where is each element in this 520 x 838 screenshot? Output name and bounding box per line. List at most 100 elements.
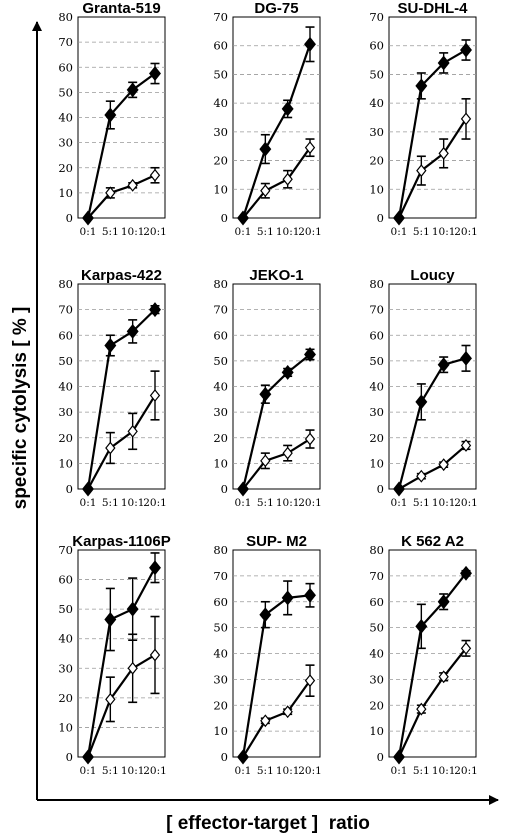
data-point-filled [304, 347, 316, 362]
data-point-filled [393, 210, 405, 226]
series-filled [237, 26, 316, 226]
y-tick-label: 20 [213, 431, 228, 445]
series-line [241, 43, 312, 219]
data-point-open [282, 705, 293, 719]
panel-title: Granta-519 [82, 0, 160, 17]
y-tick-label: 30 [369, 125, 384, 139]
y-tick-label: 10 [213, 456, 228, 470]
data-point-open [127, 661, 138, 675]
series-filled [82, 62, 161, 226]
series-line [242, 438, 311, 490]
y-tick-label: 0 [221, 750, 228, 764]
y-tick-label: 40 [213, 96, 228, 110]
y-tick-label: 10 [213, 182, 228, 196]
x-tick-label: 0:1 [235, 765, 252, 777]
data-point-open [304, 432, 316, 446]
data-point-filled [393, 481, 405, 497]
series-line [397, 357, 467, 490]
data-point-filled [415, 394, 428, 410]
data-point-filled [281, 364, 294, 380]
y-tick-label: 80 [213, 277, 228, 291]
y-tick-label: 60 [58, 60, 73, 74]
data-point-open [460, 112, 472, 126]
series-line [86, 72, 156, 219]
x-tick-label: 5:1 [102, 226, 119, 238]
figure-y-label: specific cytolysis [ % ] [10, 307, 31, 510]
series-line [86, 308, 156, 490]
x-tick-label: 5:1 [257, 226, 274, 238]
y-tick-label: 50 [213, 354, 228, 368]
x-tick-label: 0:1 [80, 497, 97, 509]
data-point-filled [304, 36, 316, 52]
data-point-filled [126, 82, 139, 98]
y-tick-label: 10 [58, 456, 73, 470]
data-point-open [260, 714, 271, 728]
data-point-open [260, 454, 271, 468]
data-point-open [105, 441, 116, 455]
data-point-open [105, 692, 116, 706]
y-tick-label: 10 [58, 186, 73, 200]
y-tick-label: 70 [58, 303, 73, 317]
x-tick-label: 20:1 [298, 226, 322, 238]
y-tick-label: 40 [369, 96, 384, 110]
data-point-filled [237, 481, 249, 497]
series-line [241, 353, 311, 490]
y-tick-label: 70 [213, 303, 228, 317]
series-line [397, 572, 467, 758]
chart-panel: 0 10 20 30 40 50 60 70 80 0:1 5:1 10:120:1 Loucy [369, 267, 477, 509]
y-tick-label: 70 [213, 569, 228, 583]
x-tick-label: 10:1 [276, 497, 300, 509]
y-tick-label: 40 [58, 632, 73, 646]
y-tick-label: 20 [58, 691, 73, 705]
y-tick-label: 70 [369, 10, 384, 24]
data-point-filled [82, 210, 94, 226]
y-tick-label: 0 [221, 482, 228, 496]
x-tick-label: 5:1 [257, 497, 274, 509]
x-tick-label: 5:1 [102, 497, 119, 509]
x-tick-label: 20:1 [298, 765, 322, 777]
y-tick-label: 80 [213, 543, 228, 557]
x-tick-label: 20:1 [143, 226, 167, 238]
series-line [242, 147, 311, 219]
data-point-filled [126, 323, 139, 339]
series-filled [393, 344, 472, 497]
y-tick-label: 10 [369, 182, 384, 196]
y-tick-label: 10 [213, 724, 228, 738]
y-tick-label: 80 [58, 277, 73, 291]
data-point-open [416, 469, 427, 483]
data-point-filled [437, 55, 450, 71]
y-tick-label: 20 [369, 154, 384, 168]
y-tick-label: 50 [369, 621, 384, 635]
y-tick-label: 70 [369, 303, 384, 317]
x-tick-label: 10:1 [121, 765, 145, 777]
data-point-open [304, 674, 316, 688]
series-open [393, 98, 472, 225]
data-point-filled [281, 101, 294, 117]
chart-panel: 0 10 20 30 40 50 60 70 0:1 5:1 10:120:1 DG-75 [213, 0, 321, 238]
series-line [87, 174, 156, 219]
chart-panel: 0 10 20 30 40 50 60 70 0:1 5:1 10:120:1 Karpas-1106… [58, 533, 170, 777]
data-point-filled [393, 749, 405, 765]
data-point-open [304, 141, 316, 155]
x-tick-label: 10:1 [432, 497, 456, 509]
y-tick-label: 20 [58, 431, 73, 445]
x-tick-label: 20:1 [298, 497, 322, 509]
y-tick-label: 70 [213, 10, 228, 24]
y-tick-label: 10 [369, 456, 384, 470]
y-tick-label: 0 [377, 750, 384, 764]
data-point-filled [149, 66, 161, 81]
x-tick-label: 5:1 [413, 497, 430, 509]
data-point-filled [104, 107, 117, 123]
data-point-open [438, 670, 449, 684]
chart-panel: 0 10 20 30 40 50 60 70 0:1 5:1 10:120:1 SU-DHL-4 [369, 0, 477, 238]
data-point-filled [415, 618, 428, 634]
series-line [242, 680, 311, 758]
series-line [86, 654, 156, 758]
y-tick-label: 50 [369, 67, 384, 81]
data-point-filled [82, 481, 94, 497]
y-tick-label: 60 [213, 595, 228, 609]
y-tick-label: 20 [58, 161, 73, 175]
series-filled [237, 347, 316, 497]
x-tick-label: 0:1 [391, 765, 408, 777]
